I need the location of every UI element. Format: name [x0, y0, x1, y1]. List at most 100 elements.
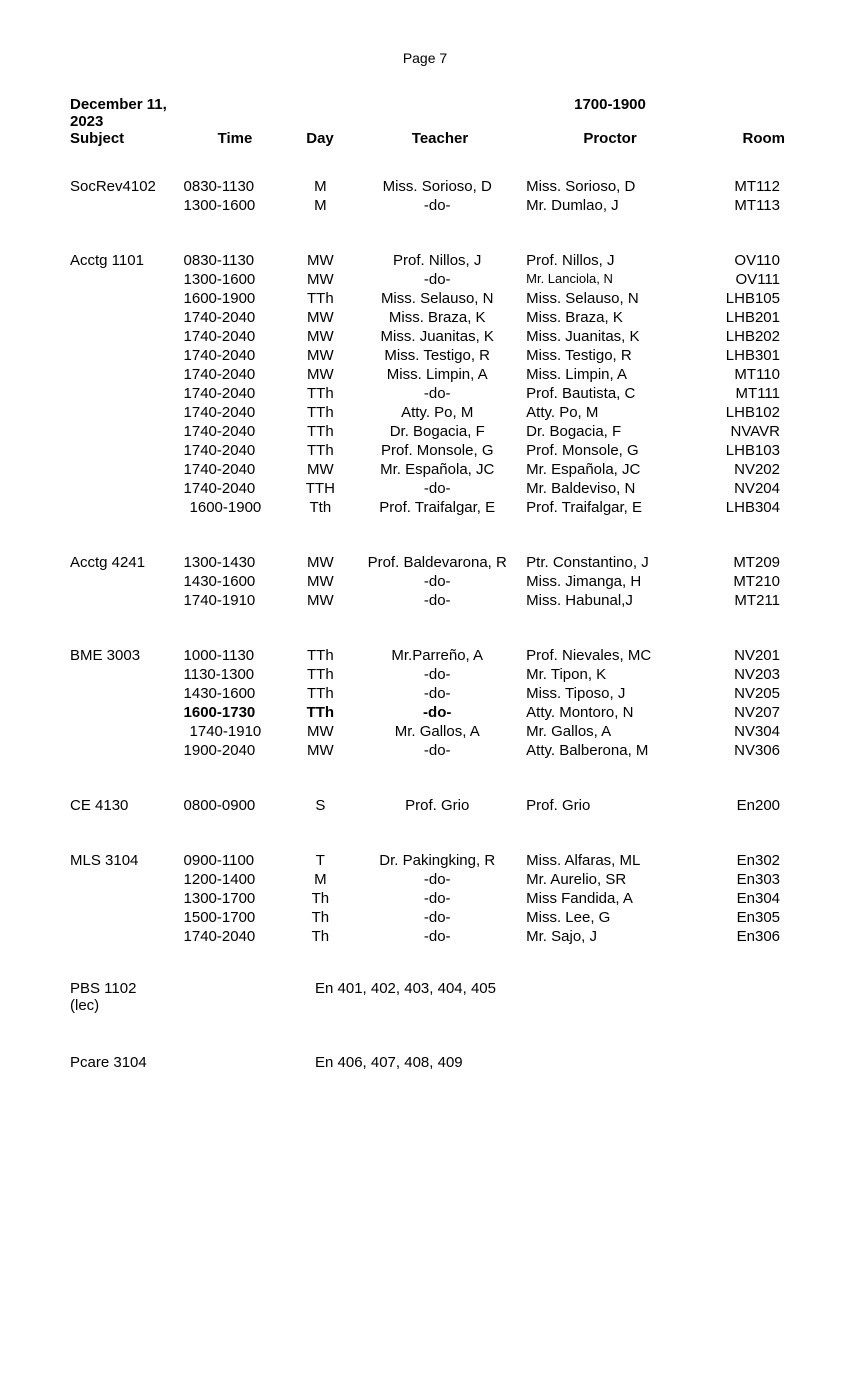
- cell-proctor: Miss. Lee, G: [520, 908, 692, 927]
- cell-teacher: -do-: [354, 889, 520, 908]
- cell-time: 1740-2040: [184, 365, 287, 384]
- cell-subject: [70, 365, 184, 384]
- cell-room: En305: [692, 908, 780, 927]
- cell-subject: [70, 684, 184, 703]
- cell-subject: [70, 703, 184, 722]
- col-teacher: Teacher: [355, 130, 525, 147]
- cell-day: TTh: [286, 441, 354, 460]
- cell-time: 1740-2040: [184, 384, 287, 403]
- cell-teacher: Atty. Po, M: [354, 403, 520, 422]
- table-row: 1740-2040MWMiss. Braza, KMiss. Braza, KL…: [70, 308, 780, 327]
- cell-room: MT112: [692, 177, 780, 196]
- cell-teacher: -do-: [354, 665, 520, 684]
- cell-proctor: Miss. Limpin, A: [520, 365, 692, 384]
- table-row: 1740-2040MWMiss. Limpin, AMiss. Limpin, …: [70, 365, 780, 384]
- cell-time: 1740-2040: [184, 422, 287, 441]
- cell-proctor: Mr. Baldeviso, N: [520, 479, 692, 498]
- cell-subject: [70, 870, 184, 889]
- cell-day: T: [286, 851, 354, 870]
- cell-subject: CE 4130: [70, 796, 184, 815]
- cell-subject: [70, 479, 184, 498]
- cell-room: NV202: [692, 460, 780, 479]
- cell-subject: Acctg 1101: [70, 251, 184, 270]
- cell-room: NV201: [692, 646, 780, 665]
- free-rooms: En 406, 407, 408, 409: [185, 1054, 780, 1071]
- cell-subject: BME 3003: [70, 646, 184, 665]
- cell-room: NVAVR: [692, 422, 780, 441]
- cell-subject: [70, 346, 184, 365]
- cell-subject: [70, 196, 184, 215]
- table-row: 1300-1600MW-do-Mr. Lanciola, NOV111: [70, 270, 780, 289]
- cell-time: 1000-1130: [184, 646, 287, 665]
- cell-room: En303: [692, 870, 780, 889]
- date-label: December 11, 2023: [70, 96, 185, 130]
- cell-subject: [70, 441, 184, 460]
- cell-room: NV207: [692, 703, 780, 722]
- cell-time: 1740-1910: [184, 591, 287, 610]
- cell-day: MW: [286, 346, 354, 365]
- free-section: Pcare 3104En 406, 407, 408, 409: [70, 1054, 780, 1071]
- table-row: 1430-1600TTh-do-Miss. Tiposo, JNV205: [70, 684, 780, 703]
- table-row: SocRev41020830-1130MMiss. Sorioso, DMiss…: [70, 177, 780, 196]
- cell-room: LHB202: [692, 327, 780, 346]
- cell-day: TTh: [286, 422, 354, 441]
- cell-room: NV205: [692, 684, 780, 703]
- cell-day: MW: [286, 572, 354, 591]
- cell-time: 0800-0900: [184, 796, 287, 815]
- cell-proctor: Prof. Bautista, C: [520, 384, 692, 403]
- table-row: 1740-1910MW-do-Miss. Habunal,JMT211: [70, 591, 780, 610]
- cell-day: MW: [286, 365, 354, 384]
- table-row: Acctg 42411300-1430MWProf. Baldevarona, …: [70, 553, 780, 572]
- table-row: 1740-2040MWMiss. Testigo, RMiss. Testigo…: [70, 346, 780, 365]
- cell-subject: [70, 422, 184, 441]
- cell-day: TTh: [286, 703, 354, 722]
- cell-day: MW: [286, 553, 354, 572]
- cell-time: 1600-1900: [184, 498, 287, 517]
- cell-subject: [70, 908, 184, 927]
- col-proctor: Proctor: [525, 130, 695, 147]
- cell-room: En304: [692, 889, 780, 908]
- cell-time: 1300-1600: [184, 270, 287, 289]
- cell-teacher: Prof. Grio: [354, 796, 520, 815]
- cell-subject: [70, 722, 184, 741]
- free-section: PBS 1102 (lec)En 401, 402, 403, 404, 405: [70, 980, 780, 1014]
- cell-time: 0830-1130: [184, 177, 287, 196]
- cell-teacher: -do-: [354, 479, 520, 498]
- cell-room: LHB304: [692, 498, 780, 517]
- cell-proctor: Miss. Alfaras, ML: [520, 851, 692, 870]
- cell-subject: [70, 460, 184, 479]
- cell-proctor: Miss. Braza, K: [520, 308, 692, 327]
- cell-proctor: Mr. Dumlao, J: [520, 196, 692, 215]
- cell-room: LHB201: [692, 308, 780, 327]
- cell-time: 1500-1700: [184, 908, 287, 927]
- cell-proctor: Miss Fandida, A: [520, 889, 692, 908]
- table-row: 1740-1910MWMr. Gallos, AMr. Gallos, ANV3…: [70, 722, 780, 741]
- cell-proctor: Dr. Bogacia, F: [520, 422, 692, 441]
- cell-time: 0830-1130: [184, 251, 287, 270]
- table-row: CE 41300800-0900SProf. GrioProf. GrioEn2…: [70, 796, 780, 815]
- cell-time: 1600-1730: [184, 703, 287, 722]
- cell-proctor: Atty. Montoro, N: [520, 703, 692, 722]
- cell-proctor: Prof. Nillos, J: [520, 251, 692, 270]
- cell-day: M: [286, 196, 354, 215]
- cell-time: 1740-2040: [184, 927, 287, 946]
- cell-room: NV203: [692, 665, 780, 684]
- cell-room: NV204: [692, 479, 780, 498]
- cell-proctor: Atty. Balberona, M: [520, 741, 692, 760]
- cell-subject: [70, 741, 184, 760]
- cell-room: En306: [692, 927, 780, 946]
- cell-room: En200: [692, 796, 780, 815]
- cell-time: 1740-2040: [184, 327, 287, 346]
- cell-room: LHB103: [692, 441, 780, 460]
- cell-proctor: Miss. Tiposo, J: [520, 684, 692, 703]
- cell-day: M: [286, 870, 354, 889]
- cell-teacher: -do-: [354, 572, 520, 591]
- cell-teacher: Prof. Nillos, J: [354, 251, 520, 270]
- table-row: 1130-1300TTh-do-Mr. Tipon, KNV203: [70, 665, 780, 684]
- col-time: Time: [185, 130, 285, 147]
- cell-proctor: Mr. Lanciola, N: [520, 270, 692, 289]
- cell-teacher: Miss. Braza, K: [354, 308, 520, 327]
- cell-time: 1740-2040: [184, 479, 287, 498]
- cell-proctor: Miss. Selauso, N: [520, 289, 692, 308]
- table-row: Acctg 11010830-1130MWProf. Nillos, JProf…: [70, 251, 780, 270]
